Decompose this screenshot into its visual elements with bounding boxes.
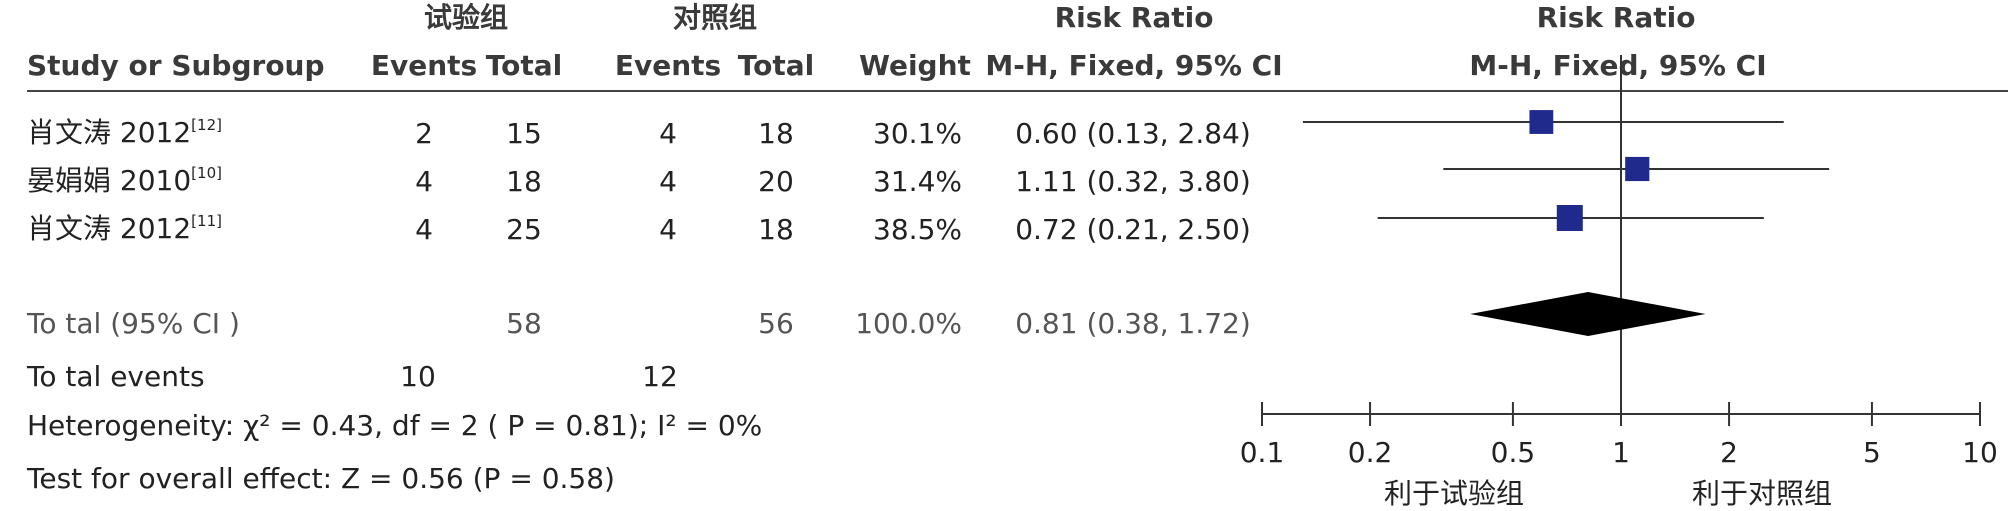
ctl-events-header: Events [614, 49, 722, 82]
exp-events-header: Events [370, 49, 478, 82]
overall-effect-text: Test for overall effect: Z = 0.56 (P = 0… [27, 462, 615, 495]
weight-value: 38.5% [873, 213, 962, 246]
study-name: 肖文涛 2012[12] [27, 116, 222, 149]
favours-experimental-label: 利于试验组 [1383, 477, 1525, 510]
study-name: 晏娟娟 2010[10] [27, 164, 222, 197]
ctl-total-value: 18 [758, 117, 794, 150]
study-column-header: Study or Subgroup [27, 49, 325, 82]
favours-control-label: 利于对照组 [1691, 477, 1833, 510]
x-axis-tick-label: 5 [1863, 436, 1881, 469]
total-events-label: To tal events [27, 360, 205, 393]
risk-ratio-column-title: Risk Ratio [1054, 1, 1214, 34]
study-reference: [12] [191, 116, 222, 134]
x-axis-tick-label: 2 [1720, 436, 1738, 469]
effect-marker [1625, 156, 1650, 182]
study-reference: [10] [191, 164, 222, 182]
exp-events-value: 2 [415, 117, 433, 150]
exp-events-value: 4 [415, 213, 433, 246]
total-ctl-value: 56 [758, 307, 794, 340]
x-axis-tick-label: 10 [1962, 436, 1998, 469]
exp-events-value: 4 [415, 165, 433, 198]
x-axis-tick-label: 0.5 [1491, 436, 1536, 469]
effect-marker [1556, 205, 1583, 231]
header-divider [27, 90, 2008, 92]
experimental-group-header: 试验组 [423, 1, 509, 34]
weight-header: Weight [859, 49, 971, 82]
ctl-events-value: 4 [659, 213, 677, 246]
exp-total-header: Total [485, 49, 563, 82]
total-label: To tal (95% CI ) [27, 307, 240, 340]
ctl-total-value: 20 [758, 165, 794, 198]
risk-ratio-ci-value: 0.72 (0.21, 2.50) [1015, 213, 1251, 246]
study-reference: [11] [191, 212, 222, 230]
risk-ratio-ci-value: 1.11 (0.32, 3.80) [1015, 165, 1251, 198]
risk-ratio-ci-value: 0.60 (0.13, 2.84) [1015, 117, 1251, 150]
x-axis-tick-label: 0.2 [1348, 436, 1393, 469]
method-column-header: M-H, Fixed, 95% CI [985, 49, 1283, 82]
x-axis-tick-label: 0.1 [1240, 436, 1285, 469]
weight-value: 31.4% [873, 165, 962, 198]
ctl-events-value: 4 [659, 165, 677, 198]
total-events-exp: 10 [400, 360, 436, 393]
x-axis-tick-label: 1 [1612, 436, 1630, 469]
ctl-events-value: 4 [659, 117, 677, 150]
study-name: 肖文涛 2012[11] [27, 212, 222, 245]
total-events-ctl: 12 [642, 360, 678, 393]
exp-total-value: 18 [506, 165, 542, 198]
effect-marker [1529, 110, 1554, 134]
exp-total-value: 25 [506, 213, 542, 246]
total-weight-value: 100.0% [855, 307, 962, 340]
exp-total-value: 15 [506, 117, 542, 150]
control-group-header: 对照组 [672, 1, 758, 34]
total-ci-value: 0.81 (0.38, 1.72) [1015, 307, 1251, 340]
total-exp-value: 58 [506, 307, 542, 340]
pooled-diamond [1470, 292, 1706, 336]
method-plot-header: M-H, Fixed, 95% CI [1469, 49, 1767, 82]
ctl-total-header: Total [737, 49, 815, 82]
weight-value: 30.1% [873, 117, 962, 150]
ctl-total-value: 18 [758, 213, 794, 246]
risk-ratio-plot-title: Risk Ratio [1536, 1, 1696, 34]
heterogeneity-text: Heterogeneity: χ² = 0.43, df = 2 ( P = 0… [27, 409, 763, 442]
